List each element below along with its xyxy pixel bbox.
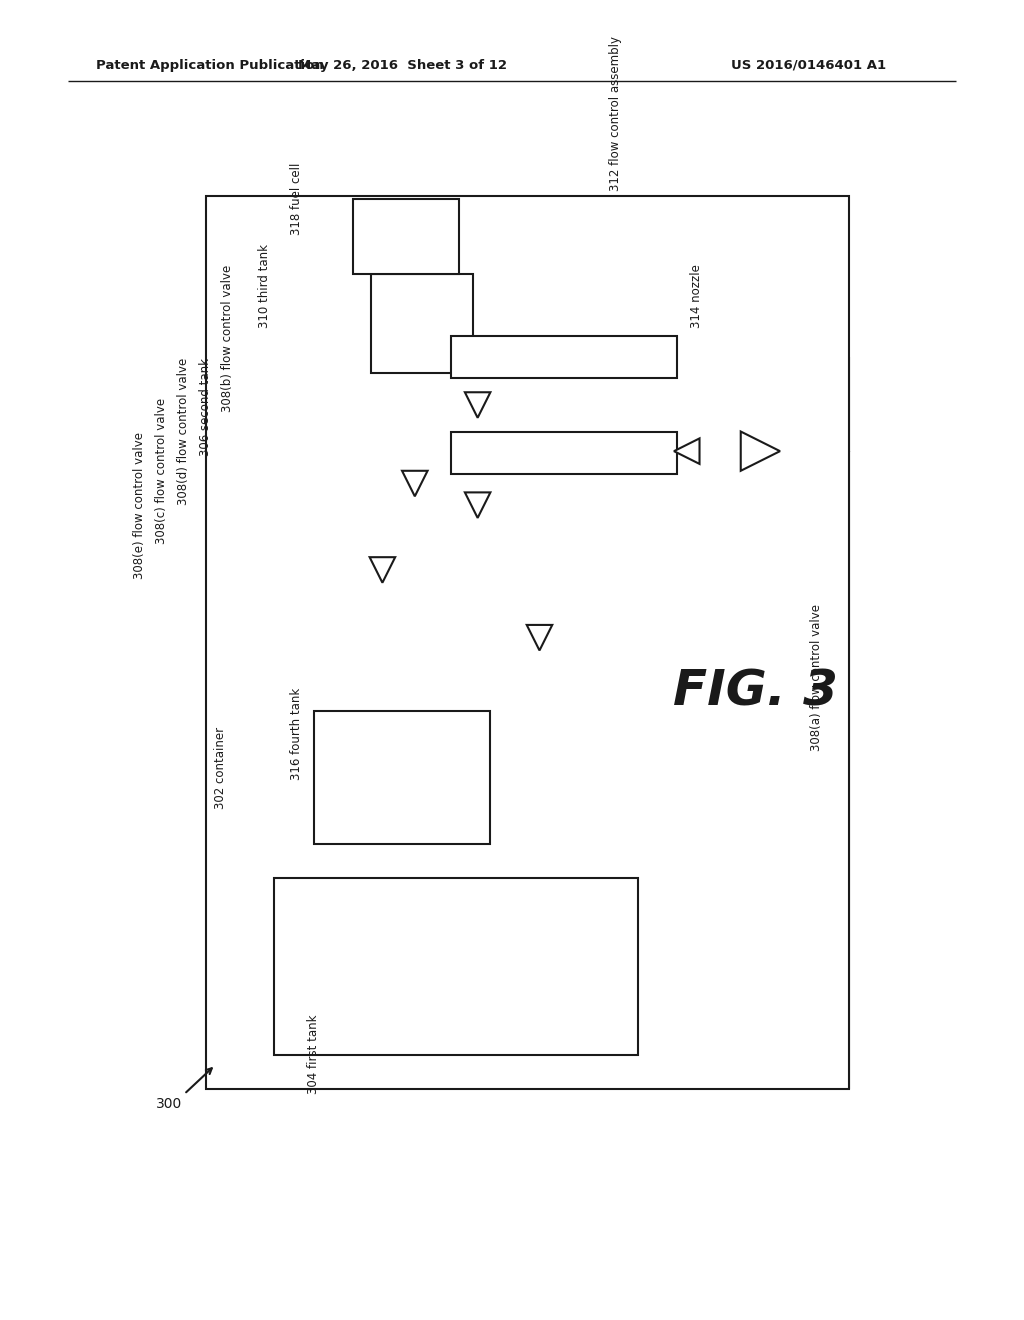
Bar — [206, 195, 849, 1089]
Text: 302 container: 302 container — [214, 727, 227, 809]
Text: 300: 300 — [157, 1097, 182, 1111]
Text: 310 third tank: 310 third tank — [258, 244, 271, 329]
Text: US 2016/0146401 A1: US 2016/0146401 A1 — [731, 59, 886, 71]
Text: FIG. 3: FIG. 3 — [673, 668, 838, 715]
Bar — [313, 711, 490, 843]
Bar — [353, 199, 459, 275]
Text: 312 flow control assembly: 312 flow control assembly — [608, 36, 622, 191]
Polygon shape — [465, 492, 490, 517]
Polygon shape — [526, 624, 552, 651]
Bar — [371, 275, 473, 372]
Text: 308(d) flow control valve: 308(d) flow control valve — [176, 358, 189, 506]
Text: Patent Application Publication: Patent Application Publication — [95, 59, 324, 71]
Text: 314 nozzle: 314 nozzle — [690, 264, 703, 329]
Text: 308(c) flow control valve: 308(c) flow control valve — [155, 399, 168, 544]
Bar — [274, 878, 638, 1055]
Polygon shape — [370, 557, 395, 582]
Text: 306 second tank: 306 second tank — [200, 358, 212, 457]
Bar — [452, 337, 677, 378]
Text: 318 fuel cell: 318 fuel cell — [291, 162, 303, 235]
Text: 304 first tank: 304 first tank — [307, 1015, 321, 1094]
Polygon shape — [402, 471, 428, 496]
Polygon shape — [740, 432, 780, 471]
Text: May 26, 2016  Sheet 3 of 12: May 26, 2016 Sheet 3 of 12 — [298, 59, 507, 71]
Polygon shape — [465, 392, 490, 417]
Text: 308(a) flow control valve: 308(a) flow control valve — [810, 603, 823, 751]
Text: 308(e) flow control valve: 308(e) flow control valve — [133, 432, 146, 578]
Polygon shape — [674, 438, 699, 463]
Bar — [452, 432, 677, 474]
Text: 308(b) flow control valve: 308(b) flow control valve — [221, 264, 233, 412]
Text: 316 fourth tank: 316 fourth tank — [291, 688, 303, 780]
